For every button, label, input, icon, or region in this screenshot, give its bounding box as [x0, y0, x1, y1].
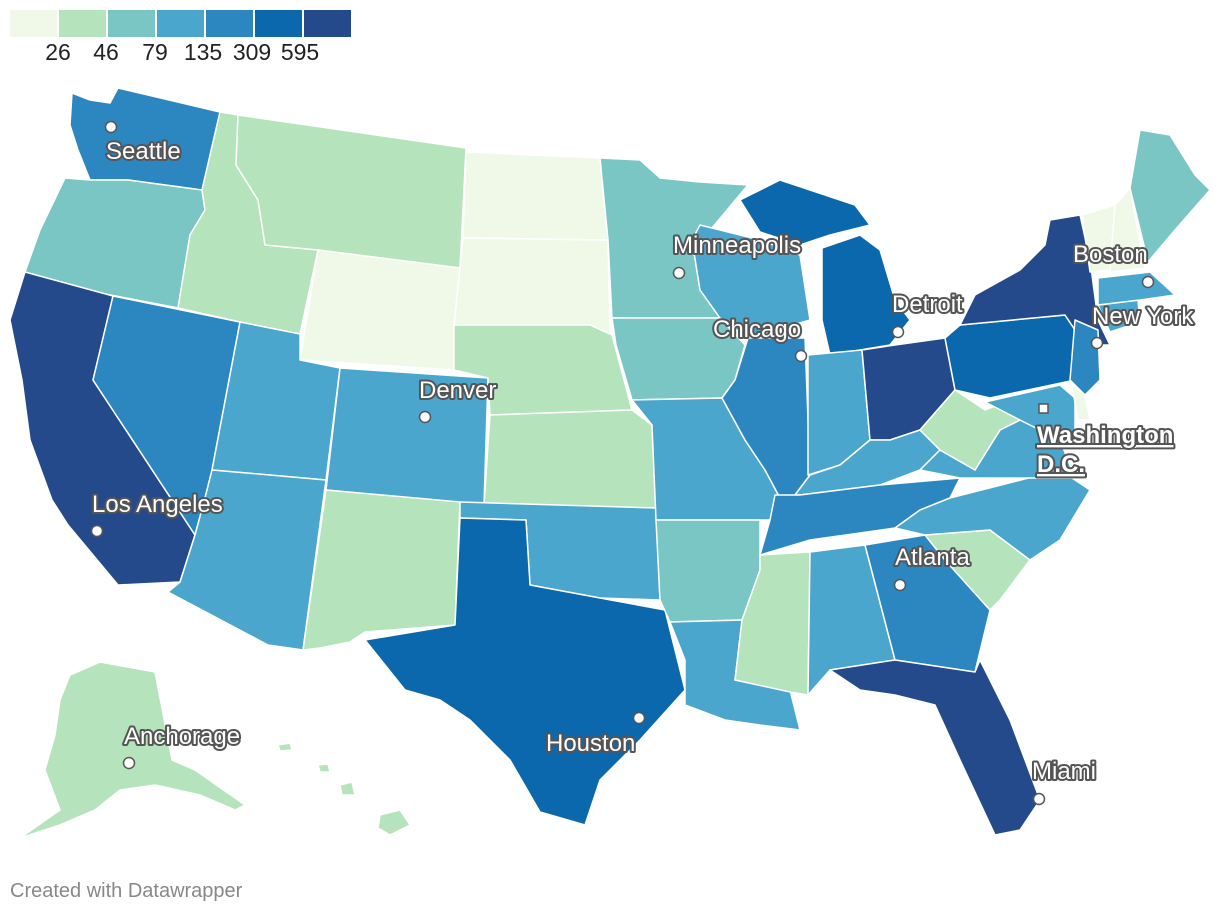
- city-marker-detroit: [891, 325, 905, 339]
- state-shapes: [9, 87, 1211, 839]
- city-marker-los-angeles: [90, 524, 104, 538]
- city-label-los-angeles: Los Angeles: [92, 491, 223, 518]
- state-massachusetts[interactable]: [1097, 271, 1176, 306]
- legend-tick: 46: [93, 39, 119, 65]
- city-label-denver: Denver: [419, 377, 496, 404]
- city-marker-seattle: [104, 120, 118, 134]
- legend-tick: 26: [45, 39, 71, 65]
- state-maryland[interactable]: [984, 384, 1076, 441]
- legend-tick: 135: [183, 39, 223, 65]
- city-marker-boston: [1141, 275, 1155, 289]
- state-north-dakota[interactable]: [462, 151, 609, 241]
- state-florida[interactable]: [829, 659, 1041, 836]
- legend-swatch: [10, 10, 57, 37]
- city-label-houston: Houston: [546, 730, 635, 757]
- legend-color-bar: [10, 10, 353, 37]
- city-marker-houston: [632, 711, 646, 725]
- state-north-carolina[interactable]: [894, 469, 1091, 561]
- city-label-chicago: Chicago: [713, 316, 801, 343]
- state-pennsylvania[interactable]: [944, 314, 1086, 399]
- state-texas[interactable]: [364, 517, 686, 826]
- city-marker-minneapolis: [672, 266, 686, 280]
- state-new-mexico[interactable]: [302, 489, 461, 651]
- legend-swatch: [255, 10, 302, 37]
- city-marker-denver: [418, 410, 432, 424]
- legend-swatch: [304, 10, 351, 37]
- state-alaska[interactable]: [19, 661, 246, 839]
- city-label-anchorage: Anchorage: [124, 723, 240, 750]
- state-montana[interactable]: [235, 114, 467, 269]
- city-label-boston: Boston: [1073, 241, 1148, 268]
- state-new-hampshire[interactable]: [1109, 187, 1146, 273]
- state-wyoming[interactable]: [299, 249, 461, 371]
- legend-swatch: [157, 10, 204, 37]
- legend-swatch: [59, 10, 106, 37]
- city-label-washington-dc: Washington D.C.: [1037, 422, 1173, 478]
- city-label-seattle: Seattle: [106, 138, 181, 165]
- city-marker-atlanta: [893, 578, 907, 592]
- city-marker-washington-dc: [1038, 403, 1049, 414]
- legend-ticks: 26 46 79 135 309 595: [10, 37, 353, 67]
- state-arkansas[interactable]: [655, 519, 761, 623]
- city-label-atlanta: Atlanta: [895, 544, 970, 571]
- color-legend: 26 46 79 135 309 595: [10, 10, 353, 67]
- city-marker-chicago: [794, 349, 808, 363]
- legend-tick: 595: [280, 39, 320, 65]
- state-new-jersey[interactable]: [1069, 319, 1101, 396]
- credit-text: Created with Datawrapper: [10, 880, 243, 902]
- city-marker-anchorage: [122, 756, 136, 770]
- city-label-new-york: New York: [1092, 303, 1194, 330]
- city-label-miami: Miami: [1032, 758, 1096, 785]
- state-maine[interactable]: [1129, 129, 1211, 263]
- city-markers: Seattle Minneapolis Boston Detroit Chicago Ne…: [90, 120, 1196, 806]
- state-kansas[interactable]: [483, 409, 657, 509]
- legend-tick: 79: [142, 39, 168, 65]
- city-marker-new-york: [1090, 336, 1104, 350]
- legend-swatch: [108, 10, 155, 37]
- legend-tick: 309: [232, 39, 272, 65]
- state-arizona[interactable]: [167, 469, 327, 651]
- city-label-detroit: Detroit: [892, 291, 963, 318]
- state-michigan[interactable]: [739, 179, 911, 356]
- city-marker-miami: [1032, 792, 1046, 806]
- state-delaware[interactable]: [1071, 384, 1091, 421]
- legend-swatch: [206, 10, 253, 37]
- city-label-minneapolis: Minneapolis: [673, 232, 801, 259]
- state-south-dakota[interactable]: [453, 237, 611, 336]
- state-hawaii[interactable]: [277, 742, 411, 836]
